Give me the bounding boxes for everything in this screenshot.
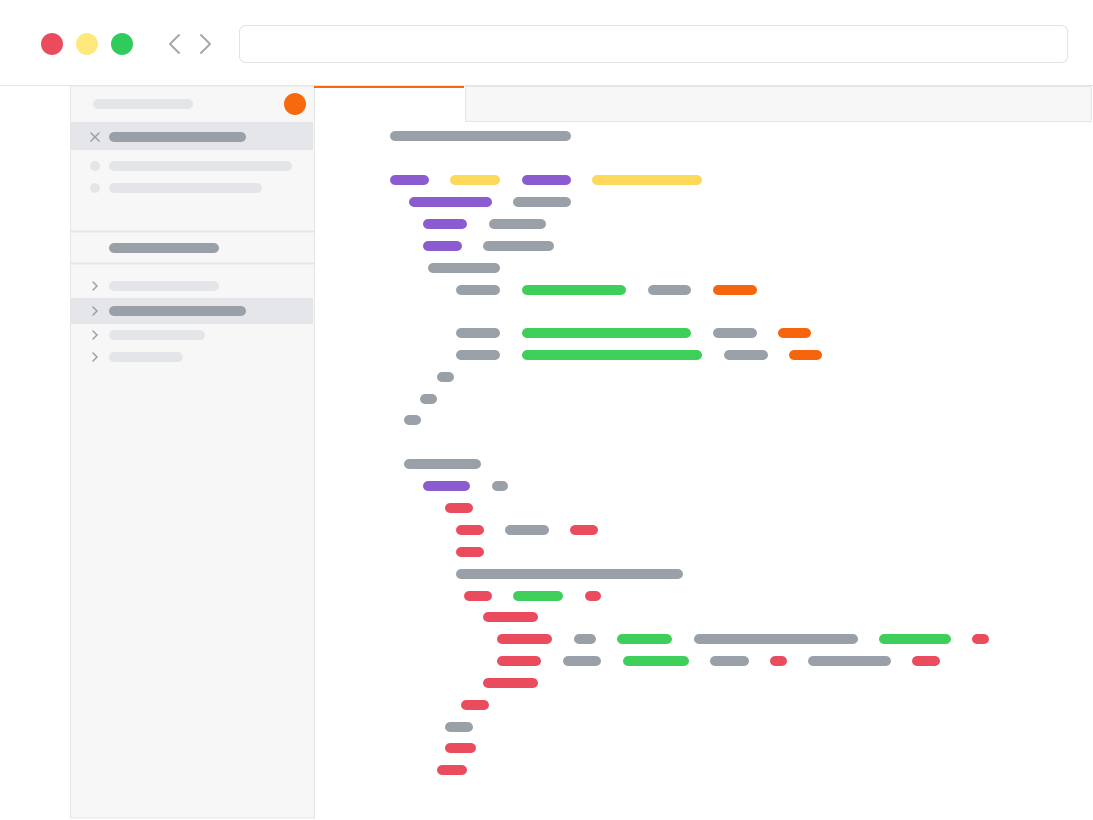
code-token [456,569,683,579]
code-token [461,700,489,710]
minimize-button[interactable] [76,33,98,55]
code-token [456,350,500,360]
dot [90,183,100,193]
sidebar-item[interactable] [109,306,246,316]
close-button[interactable] [41,33,63,55]
code-token [648,285,691,295]
code-token [574,634,596,644]
code-token [428,263,500,273]
forward-button[interactable] [200,34,211,54]
code-token [623,656,689,666]
code-token [694,634,858,644]
code-token [456,547,484,557]
code-token [522,328,691,338]
code-token [423,219,467,229]
tab-bar [465,86,1092,122]
code-token [710,656,749,666]
content [92,99,989,775]
code-token [513,591,563,601]
code-token [489,219,546,229]
tree-chevron[interactable] [92,330,99,340]
code-token [778,328,811,338]
notification-badge[interactable] [284,93,306,115]
code-token [492,481,508,491]
code-token [505,525,549,535]
tree-chevron[interactable] [92,352,99,362]
code-token [879,634,951,644]
tree-chevron[interactable] [92,281,99,291]
code-token [912,656,940,666]
code-token [464,591,492,601]
code-token [497,656,541,666]
code-token [450,175,500,185]
sidebar [70,85,315,819]
sidebar-item[interactable] [109,243,219,253]
code-token [972,634,989,644]
code-token [563,656,601,666]
code-token [789,350,822,360]
sidebar-item[interactable] [109,281,219,291]
code-token [522,175,571,185]
sidebar-item[interactable] [109,330,205,340]
sidebar-item[interactable] [109,352,183,362]
code-token [404,415,421,425]
code-token [592,175,702,185]
dot [90,161,100,171]
code-token [437,765,467,775]
code-token [713,328,757,338]
code-token [585,591,601,601]
code-token [808,656,891,666]
code-token [423,241,462,251]
code-token [522,285,626,295]
close-icon[interactable] [90,132,100,142]
code-token [420,394,437,404]
code-token [437,372,454,382]
code-token [390,175,429,185]
sidebar-item[interactable] [109,161,292,171]
code-token [456,285,500,295]
code-token [445,722,473,732]
address-bar[interactable] [239,25,1068,63]
code-token [456,525,484,535]
code-token [390,131,571,141]
sidebar-item[interactable] [109,183,262,193]
code-token [724,350,768,360]
code-token [513,197,571,207]
code-token [617,634,672,644]
code-token [570,525,598,535]
code-token [409,197,492,207]
code-token [497,634,552,644]
maximize-button[interactable] [111,33,133,55]
code-token [483,678,538,688]
sidebar-item[interactable] [93,99,193,109]
code-token [456,328,500,338]
code-token [423,481,470,491]
code-token [445,743,476,753]
code-token [713,285,757,295]
code-token [483,612,538,622]
back-button[interactable] [169,34,180,54]
code-token [483,241,554,251]
code-token [404,459,481,469]
code-token [445,503,473,513]
code-token [770,656,787,666]
code-token [522,350,702,360]
tree-chevron[interactable] [92,306,99,316]
sidebar-item[interactable] [109,132,246,142]
